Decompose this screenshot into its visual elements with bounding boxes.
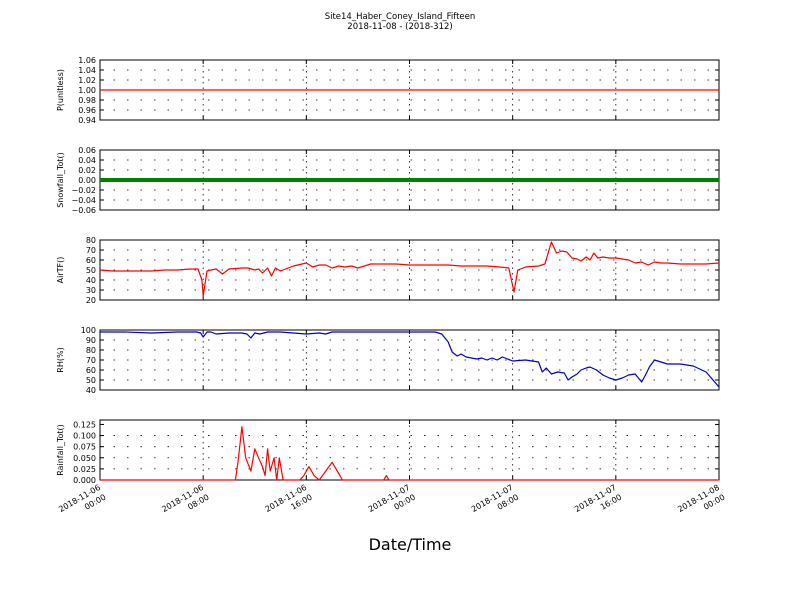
y-axis-label: P(unitless) <box>56 69 65 111</box>
y-tick-label: 90 <box>86 336 96 345</box>
series-line <box>100 331 720 388</box>
y-tick-label: 0.96 <box>78 106 96 115</box>
y-tick-label: 50 <box>86 266 96 275</box>
panel-5: 0.000 0.025 0.050 0.075 0.100 0.125 Rainfall_T… <box>56 419 720 485</box>
y-tick-label: 0.02 <box>78 166 96 175</box>
y-tick-label: 60 <box>86 366 96 375</box>
y-tick-label: 0.94 <box>78 116 96 125</box>
panel-1: 0.940.960.981.001.021.041.06 P(unitless) <box>56 56 720 125</box>
y-tick-label: 80 <box>86 236 96 245</box>
y-tick-label: 30 <box>86 286 96 295</box>
y-tick-label: 40 <box>86 386 96 395</box>
y-tick-label: 0.125 <box>73 420 96 429</box>
y-tick-label: 60 <box>86 256 96 265</box>
y-tick-label: 100 <box>81 326 96 335</box>
y-tick-label: 0.06 <box>78 146 96 155</box>
y-tick-label: −0.06 <box>71 206 96 215</box>
y-tick-label: 70 <box>86 356 96 365</box>
y-axis-label: AirTF() <box>56 257 65 284</box>
y-tick-label: 50 <box>86 376 96 385</box>
y-tick-label: 0.050 <box>73 454 96 463</box>
series-line <box>99 241 720 297</box>
y-tick-label: 0.04 <box>78 156 96 165</box>
y-tick-label: 0.100 <box>73 432 96 441</box>
y-tick-label: 0.025 <box>73 465 96 474</box>
y-axis-label: Snowfall_Tot() <box>56 152 65 208</box>
y-tick-label: 40 <box>86 276 96 285</box>
y-axis-label: Rainfall_Tot() <box>56 424 65 476</box>
series-line <box>100 426 719 481</box>
y-tick-label: 1.02 <box>78 76 96 85</box>
chart-title: Site14_Haber_Coney_Island_Fifteen <box>325 12 476 22</box>
panel-2: −0.06−0.04−0.020.000.020.040.06 Snowfall_… <box>56 146 720 215</box>
chart-subtitle: 2018-11-08 - (2018-312) <box>347 22 452 32</box>
y-tick-label: 0.00 <box>78 176 96 185</box>
y-tick-label: 20 <box>86 296 96 305</box>
y-axis-label: RH(%) <box>56 347 65 372</box>
y-tick-label: 80 <box>86 346 96 355</box>
y-tick-label: 1.06 <box>78 56 96 65</box>
y-tick-label: 1.00 <box>78 86 96 95</box>
y-tick-label: 0.98 <box>78 96 96 105</box>
y-tick-label: −0.02 <box>71 186 96 195</box>
y-tick-label: 1.04 <box>78 66 96 75</box>
x-axis-label: Date/Time <box>369 535 452 554</box>
y-tick-label: 0.000 <box>73 476 96 485</box>
y-tick-label: −0.04 <box>71 196 96 205</box>
y-tick-label: 0.075 <box>73 443 96 452</box>
y-tick-label: 70 <box>86 246 96 255</box>
panels: 0.940.960.981.001.021.041.06 P(unitless) −… <box>56 56 720 485</box>
